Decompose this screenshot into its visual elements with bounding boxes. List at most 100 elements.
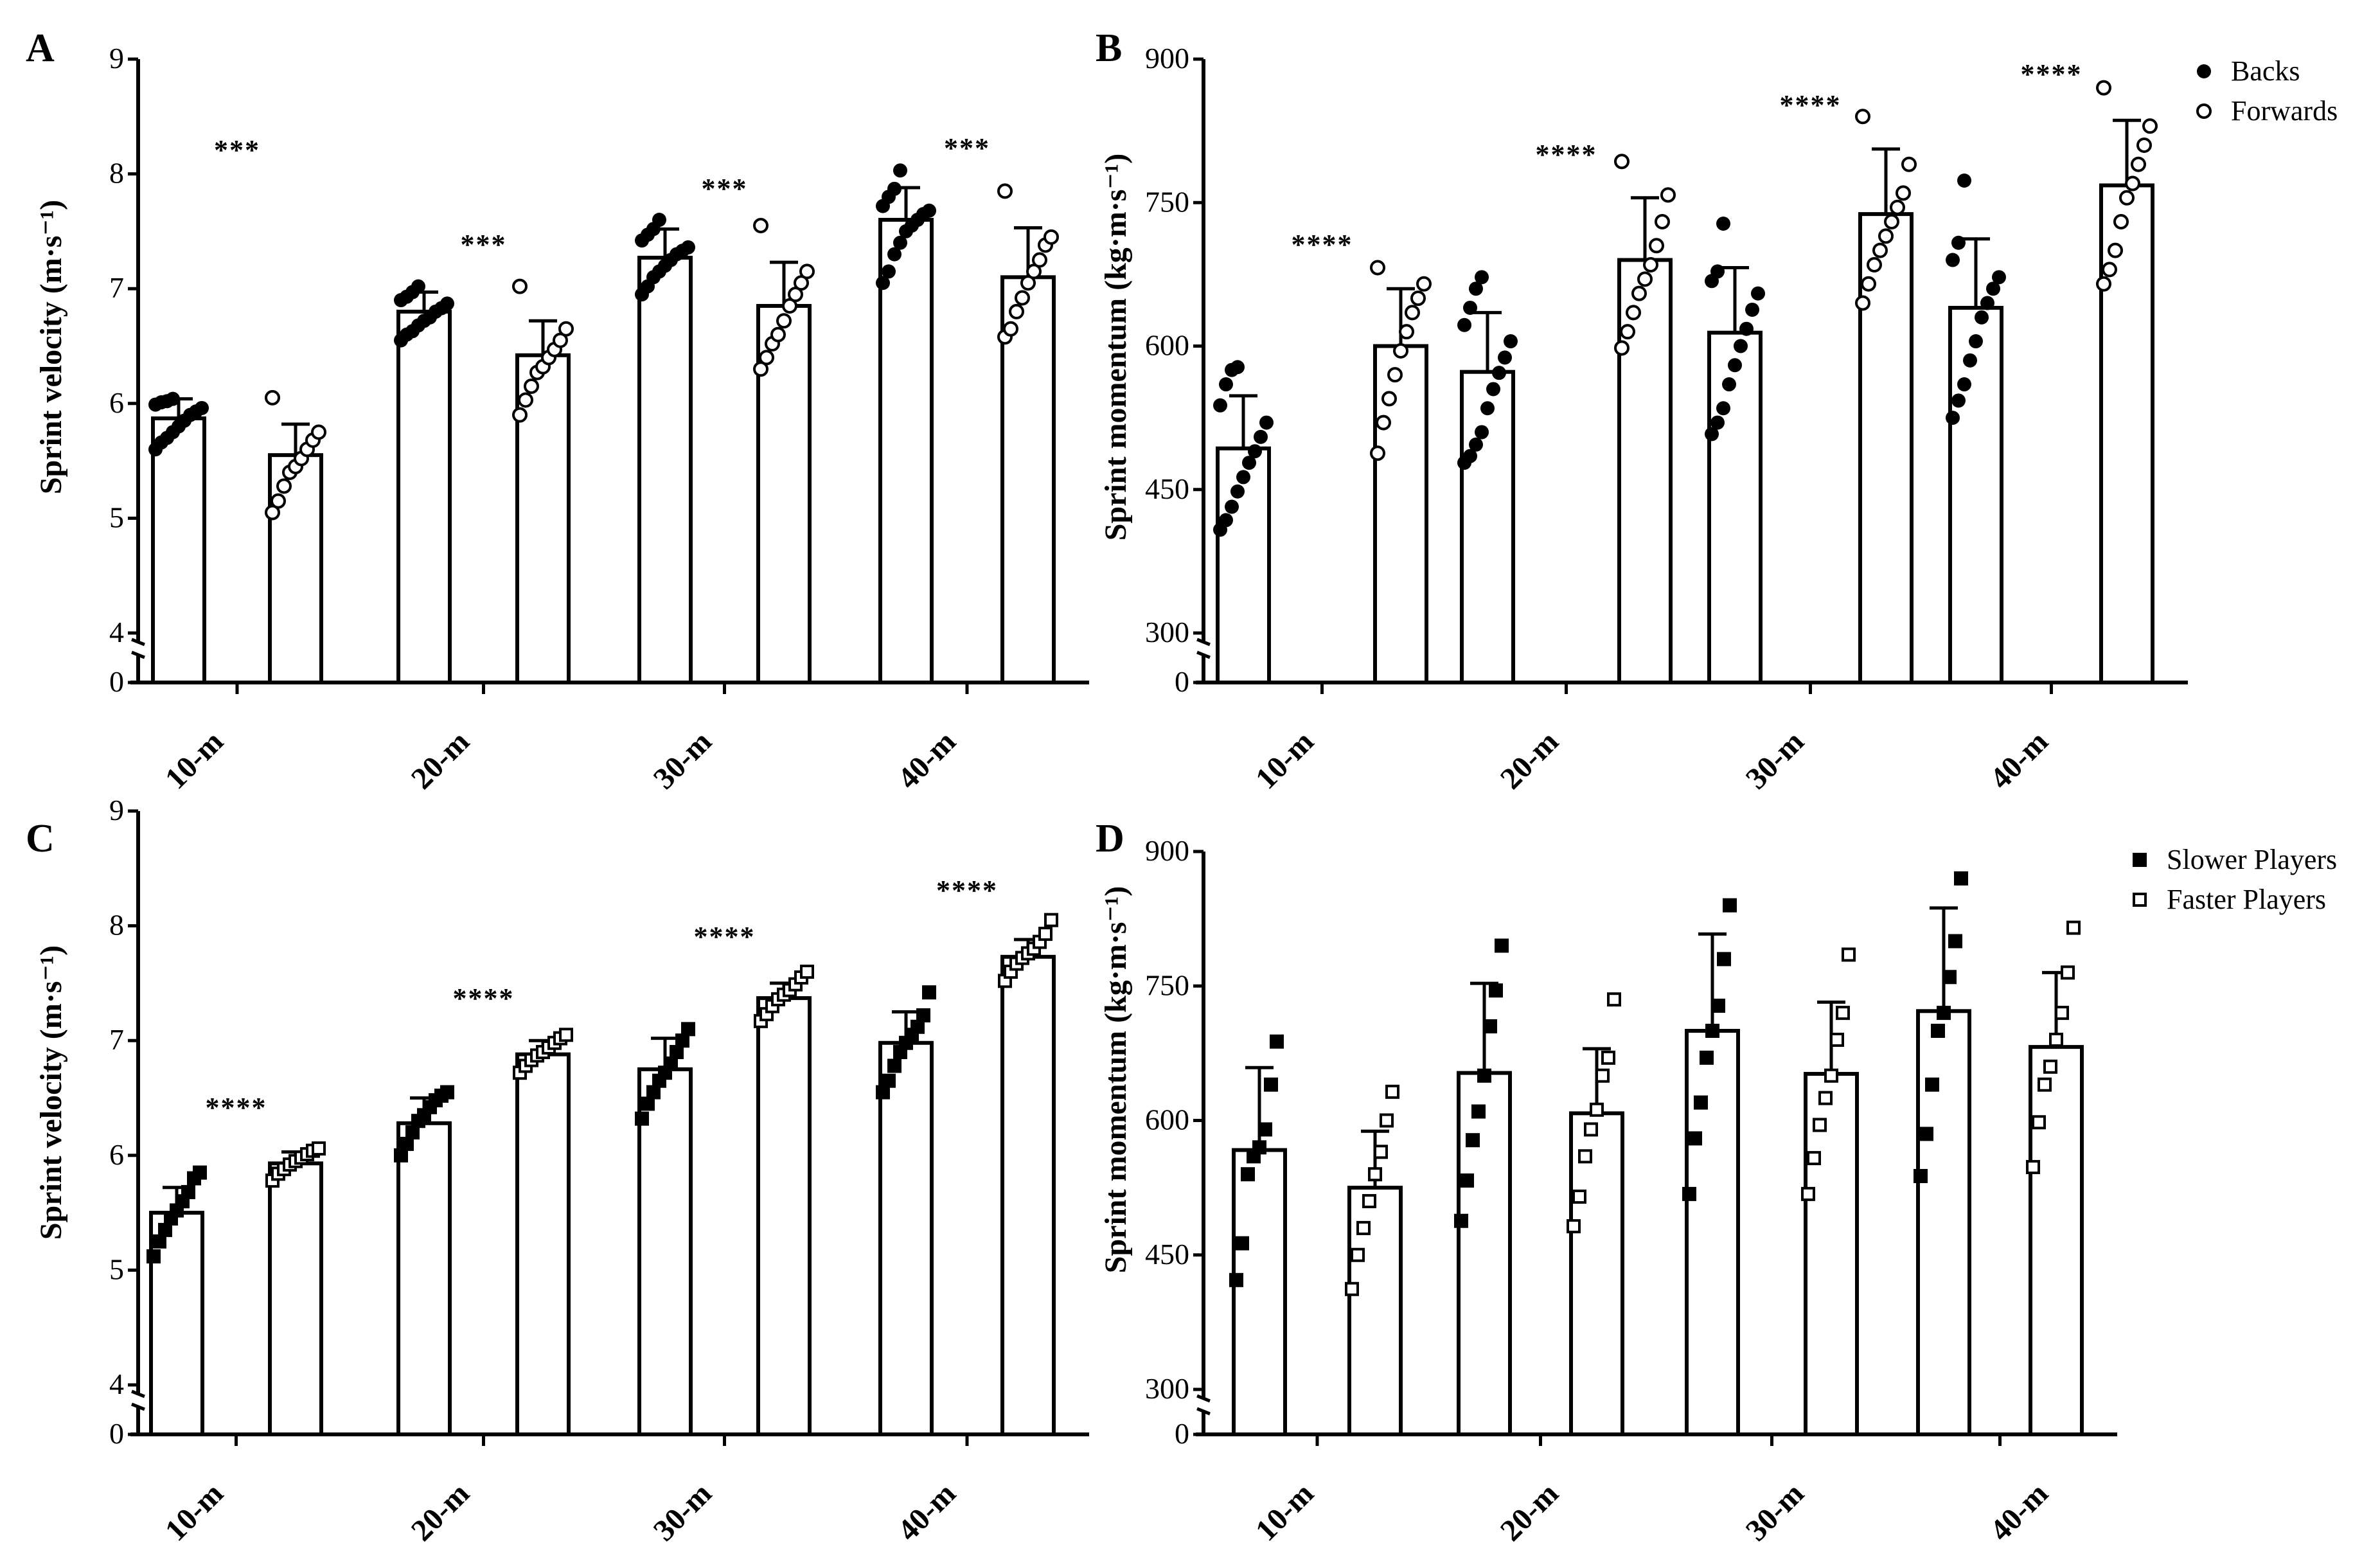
legend-label: Backs [2231, 55, 2300, 87]
bar [1916, 1009, 1971, 1437]
legend-marker [2133, 893, 2147, 907]
bar [515, 1052, 571, 1436]
data-point [1957, 174, 1971, 188]
y-tick-label: 6 [109, 1138, 124, 1171]
data-point [1842, 947, 1856, 962]
data-point [882, 1073, 896, 1088]
panel-c: C Sprint velocity (m·s⁻¹) 0 4 5 6 7 8 9 10-m **** 2… [26, 794, 1089, 1548]
y-tick-label: 9 [109, 794, 124, 826]
data-point [1380, 1113, 1394, 1128]
bar [756, 996, 812, 1437]
data-point [1980, 296, 1994, 310]
legend-label: Forwards [2231, 95, 2338, 127]
data-point [1370, 260, 1385, 276]
data-point [681, 240, 695, 254]
data-point [2066, 920, 2081, 935]
legend-label: Faster Players [2167, 884, 2326, 915]
significance-label: **** [1536, 139, 1597, 170]
data-point [1416, 276, 1432, 292]
y-axis-label: Sprint velocity (m·s⁻¹) [34, 945, 68, 1240]
data-point [1631, 285, 1647, 301]
data-point [753, 217, 768, 233]
data-point [1818, 1091, 1833, 1105]
data-point [2055, 1006, 2069, 1021]
data-point [2096, 276, 2111, 292]
data-point [2026, 1160, 2040, 1175]
data-point [1376, 415, 1391, 431]
axis-break-mark [1196, 650, 1211, 659]
data-point [1824, 1068, 1838, 1083]
data-point [1951, 235, 1966, 250]
data-point [1578, 1149, 1592, 1164]
data-point [2136, 137, 2152, 153]
data-point [2061, 965, 2075, 980]
data-point [646, 1085, 661, 1100]
data-point [1919, 1127, 1933, 1141]
data-point [800, 965, 814, 979]
data-point [405, 1125, 420, 1140]
data-point [400, 1136, 414, 1151]
x-tick-label: 30-m [647, 1476, 718, 1548]
bar [268, 1161, 323, 1436]
data-point [1213, 398, 1227, 413]
data-point [2096, 80, 2111, 96]
data-point [893, 235, 907, 250]
data-point [1705, 427, 1719, 442]
data-point [916, 1008, 930, 1022]
data-point [1992, 270, 2006, 285]
data-point [776, 313, 792, 329]
data-point [1948, 934, 1962, 949]
significance-label: *** [944, 132, 990, 164]
data-point [1219, 377, 1233, 392]
y-tick-label: 300 [1145, 1372, 1189, 1405]
panel-label: A [26, 26, 55, 70]
x-tick-label: 10-m [1249, 1476, 1320, 1548]
data-point [1643, 256, 1658, 272]
y-tick-label: 750 [1145, 968, 1189, 1001]
y-tick-label: 300 [1145, 616, 1189, 648]
data-point [1694, 1095, 1708, 1110]
data-point [1475, 425, 1489, 440]
data-point [1351, 1247, 1365, 1262]
data-point [1567, 1219, 1581, 1234]
data-point [394, 1148, 408, 1163]
data-point [1254, 429, 1268, 444]
bar [151, 416, 206, 684]
data-point [1931, 1024, 1945, 1038]
bar [1617, 258, 1673, 684]
data-point [1038, 927, 1052, 941]
data-point [2113, 214, 2129, 230]
axis-break-mark [131, 650, 145, 659]
data-point [1682, 1186, 1696, 1201]
data-point [1710, 415, 1725, 430]
data-point [1410, 290, 1426, 307]
axis-break-mark [131, 1389, 145, 1398]
bar [396, 309, 452, 685]
data-point [1385, 1084, 1399, 1099]
data-point [1830, 1032, 1844, 1047]
data-point [1242, 456, 1256, 470]
legend-marker [2196, 103, 2212, 119]
significance-label: **** [2021, 58, 2082, 90]
data-point [893, 163, 907, 178]
legend: Slower Players Faster Players [2133, 844, 2337, 915]
y-axis-label: Sprint momentum (kg·m·s⁻¹) [1099, 886, 1133, 1273]
data-point [635, 1111, 649, 1126]
data-point [1901, 156, 1917, 172]
data-point [1957, 377, 1971, 392]
data-point [411, 279, 425, 294]
data-point [1745, 302, 1759, 317]
data-point [887, 1058, 901, 1073]
data-point [518, 392, 533, 408]
data-point [1728, 358, 1742, 373]
data-point [2125, 175, 2140, 192]
data-point [158, 1222, 172, 1237]
data-point [152, 1234, 166, 1249]
data-point [1457, 317, 1471, 332]
data-point [1466, 1133, 1480, 1148]
axis-break-mark [131, 638, 145, 647]
data-point [271, 493, 286, 509]
y-tick-label: 7 [109, 271, 124, 304]
bar [515, 353, 571, 685]
